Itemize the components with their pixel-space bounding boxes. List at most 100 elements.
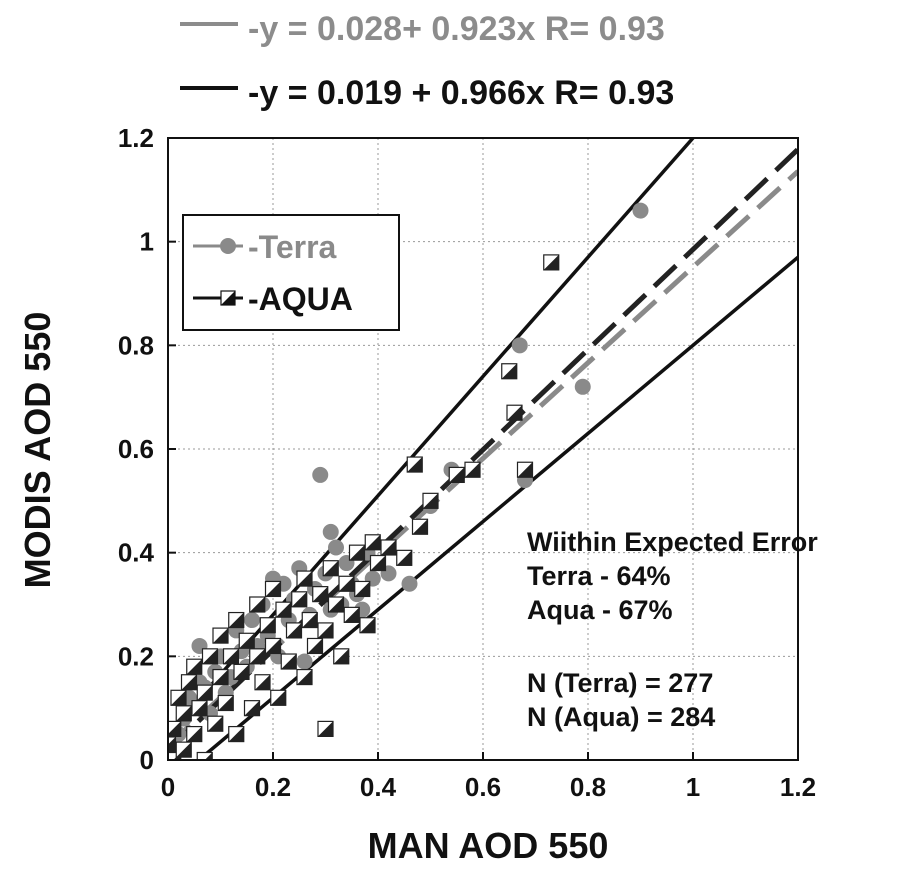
aqua-point-33: [291, 591, 308, 608]
aqua-point-55: [422, 492, 439, 509]
aqua-point-5: [175, 705, 192, 722]
annotations: Wiithin Expected Error Terra - 64% Aqua …: [527, 527, 818, 732]
aqua-point-0: [168, 736, 177, 753]
legend-box: [182, 214, 400, 331]
x-axis-label: MAN AOD 550: [368, 825, 609, 866]
aqua-point-51: [380, 539, 397, 556]
aqua-point-11: [196, 751, 213, 760]
aqua-point-16: [217, 694, 234, 712]
aqua-point-12: [201, 648, 219, 665]
aqua-point-59: [506, 404, 523, 421]
y-axis-label: MODIS AOD 550: [17, 312, 58, 589]
aqua-point-44: [338, 575, 355, 592]
annotation-n-aqua: N (Aqua) = 284: [527, 702, 715, 732]
legend-label-terra: -Terra: [248, 229, 337, 265]
x-tick-label-1: 0.2: [255, 772, 291, 802]
aqua-point-9: [191, 700, 208, 717]
data-points: [168, 202, 649, 760]
aqua-point-40: [317, 622, 334, 639]
aqua-point-28: [264, 580, 282, 598]
terra-point-46: [574, 378, 591, 395]
legend-marker-terra: [220, 238, 236, 254]
aqua-point-18: [228, 725, 245, 743]
aqua-point-48: [359, 617, 376, 634]
x-tick-label-2: 0.4: [360, 772, 397, 802]
aqua-point-22: [243, 700, 261, 717]
terra-point-28: [312, 466, 329, 483]
terra-point-44: [511, 337, 528, 354]
aqua-point-54: [411, 518, 429, 535]
title-equation-aqua: -y = 0.019 + 0.966x R= 0.93: [248, 74, 674, 112]
aqua-point-36: [301, 611, 318, 629]
aqua-point-29: [270, 689, 287, 706]
aqua-point-34: [296, 570, 313, 587]
aqua-point-20: [233, 663, 250, 680]
aqua-point-8: [186, 658, 203, 675]
aqua-point-13: [207, 715, 224, 732]
aqua-point-4: [175, 741, 192, 758]
terra-point-47: [632, 202, 649, 219]
aqua-point-23: [249, 596, 266, 613]
x-tick-label-0: 0: [161, 772, 175, 802]
y-tick-label-0: 0: [140, 745, 154, 775]
terra-point-25: [296, 653, 313, 670]
aqua-point-17: [222, 648, 240, 665]
aqua-point-39: [317, 720, 334, 738]
aqua-point-58: [501, 363, 518, 380]
terra-point-32: [328, 539, 344, 556]
aqua-point-19: [228, 611, 245, 629]
aqua-point-7: [186, 725, 203, 743]
x-tick-label-5: 1: [686, 772, 700, 802]
x-tick-label-6: 1.2: [780, 772, 816, 802]
aqua-point-26: [259, 617, 276, 634]
aqua-point-15: [212, 627, 229, 644]
y-tick-label-1: 0.2: [118, 641, 154, 671]
x-tick-label-4: 0.8: [570, 772, 606, 802]
aqua-point-60: [516, 461, 534, 478]
x-tick-label-3: 0.6: [465, 772, 501, 802]
legend-label-aqua: -AQUA: [248, 281, 353, 317]
aqua-point-57: [464, 461, 481, 478]
y-tick-label-2: 0.4: [118, 538, 155, 568]
terra-point-15: [244, 612, 260, 629]
aqua-point-50: [369, 554, 387, 572]
terra-point-30: [322, 523, 339, 540]
y-axis-ticks: 0 0.2 0.4 0.6 0.8 1 1.2: [118, 123, 176, 775]
aqua-point-47: [354, 580, 371, 598]
legend: -Terra -AQUA: [182, 214, 400, 331]
aqua-point-24: [249, 648, 266, 665]
aqua-point-35: [296, 668, 313, 686]
aqua-point-56: [448, 466, 465, 484]
annotation-expected-error: Wiithin Expected Error: [527, 527, 818, 557]
aqua-point-31: [280, 653, 297, 670]
annotation-terra-percent: Terra - 64%: [527, 561, 671, 591]
aqua-point-14: [212, 668, 229, 686]
aqua-point-37: [306, 637, 324, 655]
aqua-point-27: [264, 637, 282, 655]
aqua-point-21: [238, 632, 255, 649]
x-axis-ticks: 0 0.2 0.4 0.6 0.8 1 1.2: [161, 752, 816, 802]
y-tick-label-3: 0.6: [118, 434, 154, 464]
aqua-point-46: [348, 544, 366, 561]
aqua-point-49: [364, 534, 381, 551]
aqua-point-30: [275, 601, 292, 618]
title-equation-terra: -y = 0.028+ 0.923x R= 0.93: [248, 10, 665, 48]
aqua-point-32: [285, 622, 303, 639]
aqua-point-43: [333, 648, 350, 665]
aqua-point-61: [543, 254, 560, 271]
y-tick-label-5: 1: [140, 227, 154, 257]
aqua-point-52: [396, 549, 413, 566]
aqua-point-38: [312, 586, 329, 603]
aqua-point-45: [343, 606, 360, 623]
aqua-point-6: [180, 674, 198, 691]
y-tick-label-6: 1.2: [118, 123, 154, 153]
annotation-n-terra: N (Terra) = 277: [527, 668, 713, 698]
legend-marker-aqua: [220, 290, 236, 306]
aqua-point-53: [406, 456, 423, 473]
aqua-point-25: [254, 674, 271, 691]
aqua-point-3: [170, 689, 187, 706]
aqua-point-10: [196, 684, 213, 701]
aqua-point-41: [322, 560, 339, 577]
y-tick-label-4: 0.8: [118, 330, 154, 360]
